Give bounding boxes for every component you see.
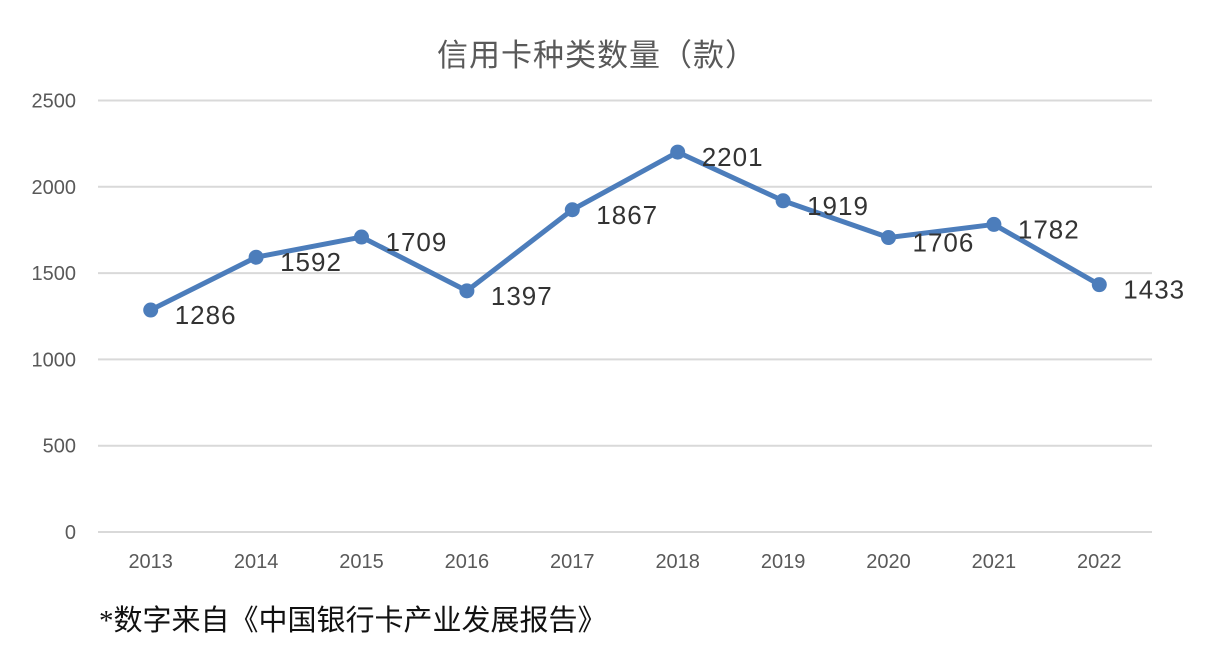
data-point-marker (248, 249, 264, 265)
data-point-marker (775, 193, 791, 209)
data-point-marker (1091, 277, 1107, 293)
x-tick-label: 2015 (339, 551, 384, 573)
data-point-label: 1592 (280, 247, 342, 277)
x-tick-label: 2018 (655, 551, 700, 573)
x-tick-label: 2021 (972, 551, 1017, 573)
series-line (148, 149, 1102, 313)
data-point-marker (143, 302, 159, 318)
y-tick-label: 1000 (32, 349, 77, 371)
data-point-label: 1286 (175, 300, 237, 330)
x-tick-label: 2022 (1077, 551, 1122, 573)
x-tick-label: 2017 (550, 551, 595, 573)
x-tick-label: 2016 (445, 551, 490, 573)
data-point-marker (354, 229, 369, 245)
data-point-label: 1397 (491, 281, 553, 311)
y-tick-label: 500 (43, 436, 76, 458)
y-tick-label: 1500 (32, 263, 77, 285)
data-point-label: 1709 (386, 227, 448, 257)
data-point-marker (881, 230, 896, 246)
data-point-label: 1782 (1018, 214, 1080, 244)
y-tick-label: 0 (65, 522, 76, 544)
x-tick-label: 2013 (128, 551, 173, 573)
data-point-marker (986, 216, 1002, 232)
data-point-label: 1867 (596, 200, 658, 230)
data-point-label: 1433 (1123, 275, 1185, 305)
data-point-label: 1706 (913, 228, 975, 258)
x-tick-label: 2019 (761, 551, 806, 573)
chart-footnote: *数字来自《中国银行卡产业发展报告》 (99, 605, 607, 637)
data-point-marker (459, 283, 475, 299)
data-point-label: 1919 (807, 191, 869, 221)
data-point-label: 2201 (702, 142, 764, 172)
data-point-marker (670, 144, 686, 160)
chart-title: 信用卡种类数量（款） (437, 38, 757, 73)
y-tick-label: 2500 (32, 91, 77, 113)
data-point-marker (564, 202, 580, 218)
y-tick-label: 2000 (32, 177, 77, 199)
x-tick-label: 2020 (866, 551, 911, 573)
x-tick-label: 2014 (234, 551, 279, 573)
